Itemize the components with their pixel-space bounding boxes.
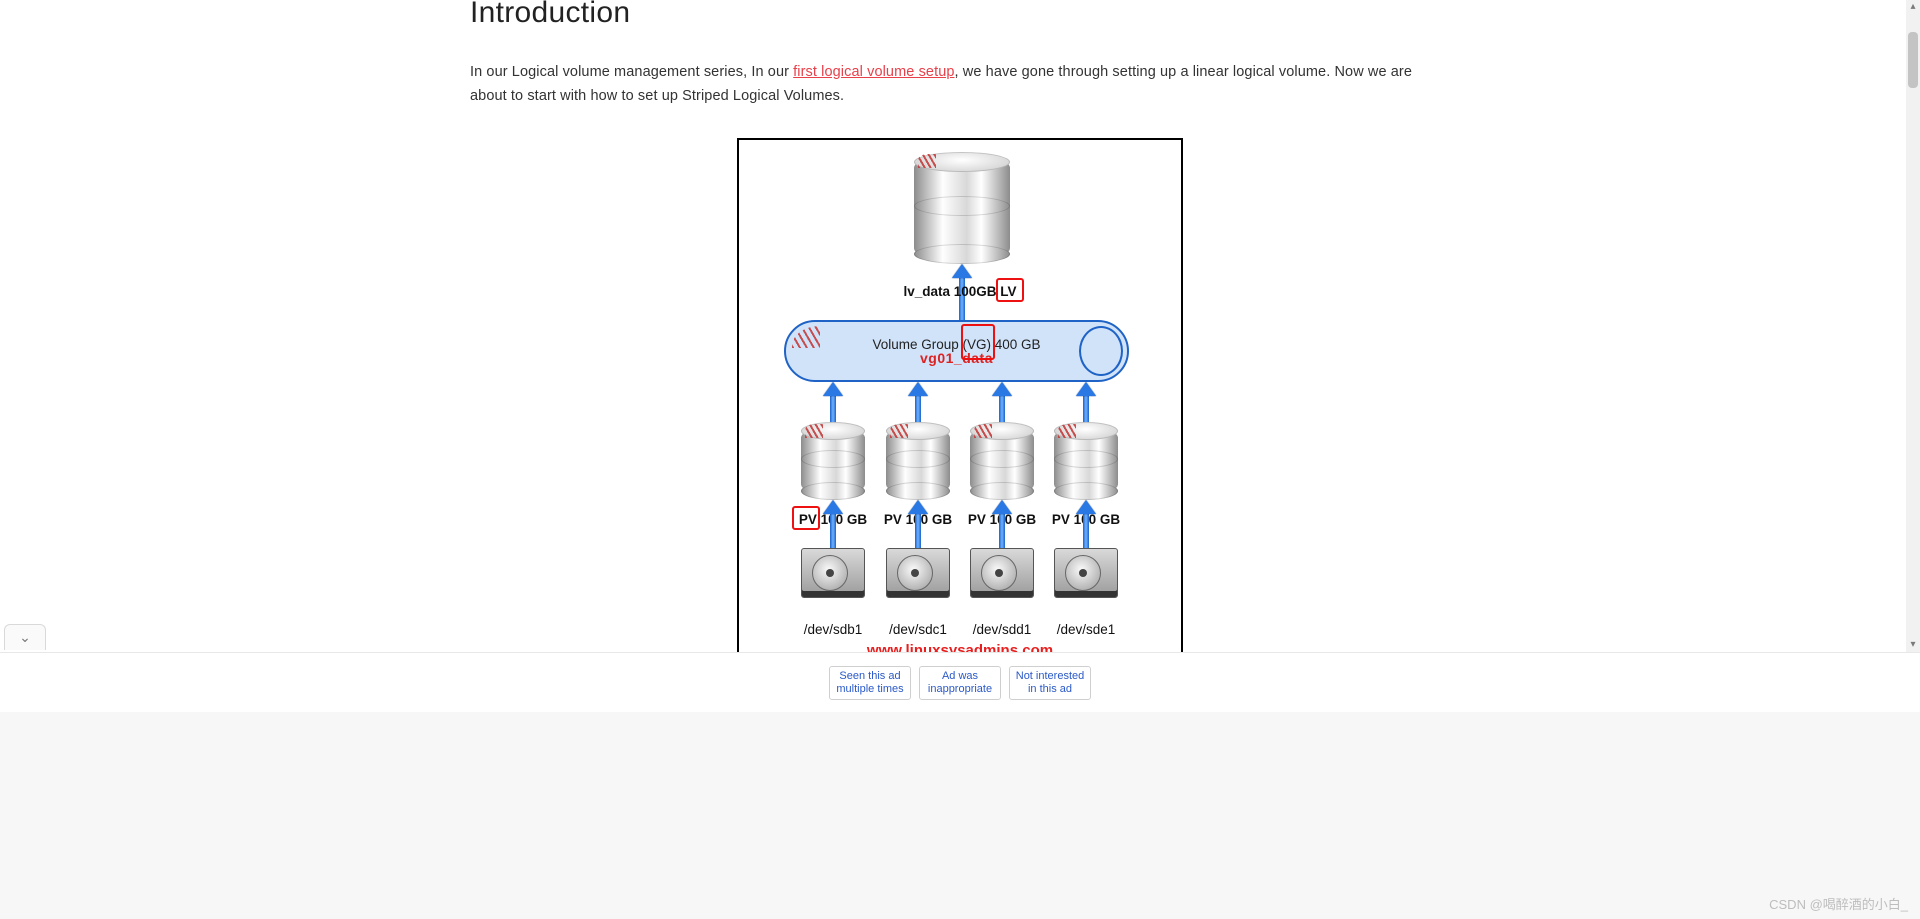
lv-cylinder — [914, 152, 1010, 264]
highlight-pv — [792, 506, 820, 530]
dev-label-3: /dev/sdd1 — [960, 622, 1044, 637]
pv-cyl-3 — [970, 422, 1034, 500]
diagram-source-url: www.linuxsysadmins.com — [739, 642, 1181, 652]
highlight-vg — [961, 324, 995, 360]
arrow-hdd2-pv — [910, 500, 926, 548]
ad-btn-inappropriate[interactable]: Ad was inappropriate — [919, 666, 1001, 700]
dev-label-1: /dev/sdb1 — [791, 622, 875, 637]
pv-cyl-2 — [886, 422, 950, 500]
pv-cyl-1 — [801, 422, 865, 500]
hdd-1 — [801, 548, 865, 598]
scroll-thumb[interactable] — [1908, 32, 1918, 88]
hdd-3 — [970, 548, 1034, 598]
highlight-lv — [996, 278, 1024, 302]
heading-introduction: Introduction — [470, 0, 1450, 30]
ad-btn-not-interested[interactable]: Not interested in this ad — [1009, 666, 1091, 700]
arrow-hdd3-pv — [994, 500, 1010, 548]
arrow-hdd1-pv — [825, 500, 841, 548]
arrow-pv4-vg — [1078, 382, 1094, 426]
ad-btn-seen-multiple[interactable]: Seen this ad multiple times — [829, 666, 911, 700]
article: Introduction In our Logical volume manag… — [470, 0, 1450, 652]
csdn-watermark: CSDN @喝醉酒的小白_ — [1769, 894, 1908, 913]
scroll-up-arrow-icon[interactable]: ▴ — [1908, 2, 1918, 12]
paragraph-pre: In our Logical volume management series,… — [470, 64, 793, 80]
expand-tab[interactable]: ⌄ — [4, 624, 46, 650]
scroll-down-arrow-icon[interactable]: ▾ — [1908, 640, 1918, 650]
arrow-hdd4-pv — [1078, 500, 1094, 548]
intro-paragraph: In our Logical volume management series,… — [470, 60, 1450, 108]
dev-label-2: /dev/sdc1 — [876, 622, 960, 637]
chevron-down-icon: ⌄ — [19, 629, 31, 646]
vg-pill: Volume Group (VG) 400 GB vg01_data — [784, 320, 1129, 382]
ad-feedback-bar: Seen this ad multiple times Ad was inapp… — [0, 652, 1920, 712]
hdd-2 — [886, 548, 950, 598]
lvm-diagram: lv_data 100GB LV Volume Group (VG) 400 G… — [737, 138, 1183, 652]
first-lv-setup-link[interactable]: first logical volume setup — [793, 64, 954, 80]
diagram-wrap: lv_data 100GB LV Volume Group (VG) 400 G… — [470, 138, 1450, 652]
dev-label-4: /dev/sde1 — [1044, 622, 1128, 637]
arrow-pv2-vg — [910, 382, 926, 426]
article-viewport: Introduction In our Logical volume manag… — [0, 0, 1920, 652]
scrollbar[interactable]: ▴ ▾ — [1906, 0, 1920, 652]
arrow-pv3-vg — [994, 382, 1010, 426]
hdd-4 — [1054, 548, 1118, 598]
arrow-pv1-vg — [825, 382, 841, 426]
pv-cyl-4 — [1054, 422, 1118, 500]
